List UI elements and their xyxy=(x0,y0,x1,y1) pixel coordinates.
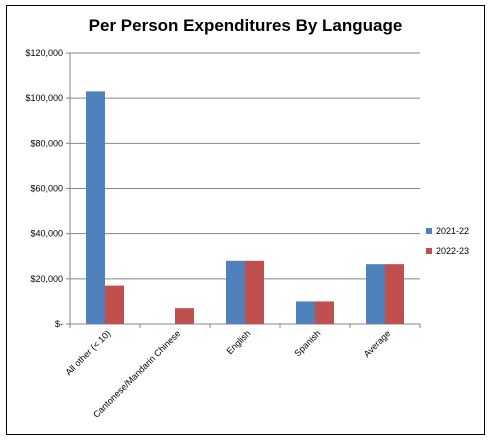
y-tick-label: $120,000 xyxy=(25,48,63,58)
x-category-label: All other (< 10) xyxy=(63,328,112,377)
legend-swatch xyxy=(426,228,432,234)
bar-2021-22-3 xyxy=(296,301,315,324)
y-tick-labels: $- $20,000 $40,000 $60,000 $80,000 $100,000 $1… xyxy=(25,48,63,329)
y-tick-label: $60,000 xyxy=(30,184,63,194)
y-tick-label: $80,000 xyxy=(30,138,63,148)
bar-2022-23-2 xyxy=(245,260,264,324)
chart-title: Per Person Expenditures By Language xyxy=(88,16,403,35)
bar-2022-23-3 xyxy=(315,301,334,324)
x-category-label: Average xyxy=(362,328,393,359)
y-tick-label: $20,000 xyxy=(30,274,63,284)
y-tick-label: $40,000 xyxy=(30,229,63,239)
bar-2021-22-0 xyxy=(86,91,105,325)
bar-2022-23-1 xyxy=(175,308,194,324)
bars xyxy=(86,91,404,325)
grid-lines xyxy=(70,52,420,280)
chart-frame xyxy=(6,5,485,435)
legend-label: 2021-22 xyxy=(436,226,469,236)
legend-swatch xyxy=(426,248,432,254)
x-category-label: Spanish xyxy=(292,328,322,358)
legend: 2021-22 2022-23 xyxy=(426,226,469,256)
bar-2021-22-2 xyxy=(226,260,245,324)
x-category-label: English xyxy=(224,328,252,356)
bar-2021-22-4 xyxy=(366,264,385,324)
bar-2022-23-0 xyxy=(105,285,124,324)
bar-2022-23-4 xyxy=(385,264,404,324)
x-category-labels: All other (< 10)Cantonese/Mandarin Chine… xyxy=(63,328,392,419)
y-tick-label: $- xyxy=(55,319,63,329)
legend-label: 2022-23 xyxy=(436,246,469,256)
y-tick-label: $100,000 xyxy=(25,93,63,103)
